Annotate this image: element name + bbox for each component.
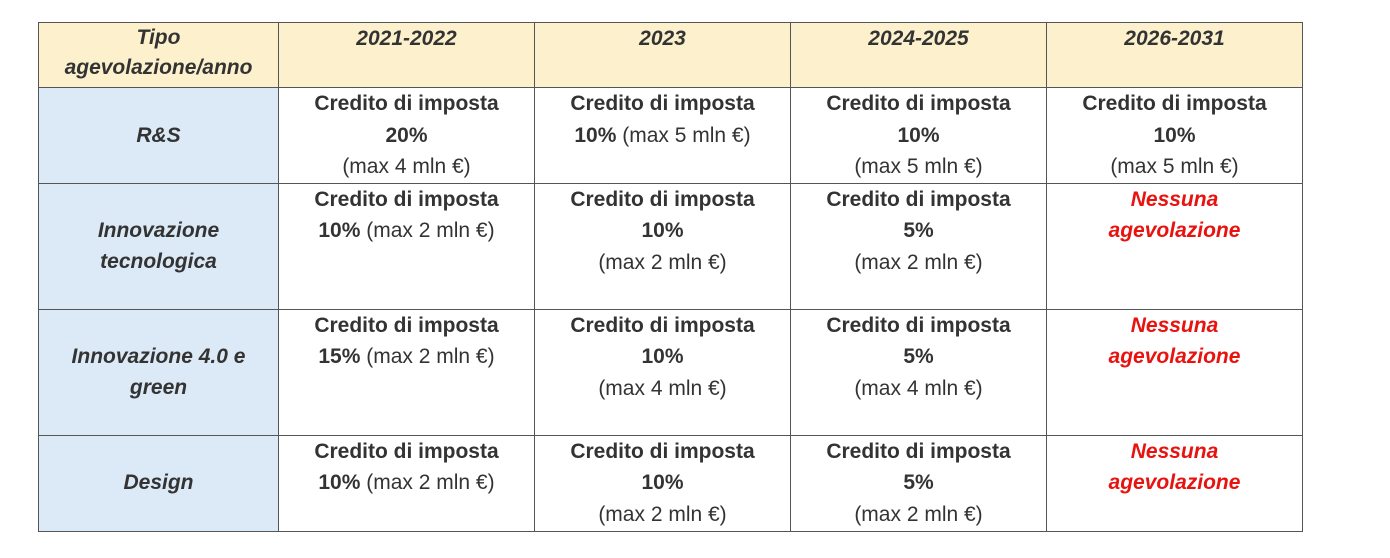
header-year-label: 2024-2025 (868, 27, 969, 50)
row-header: Innovazione 4.0 e green (38, 308, 279, 436)
header-type-year: Tipo agevolazione/anno (38, 22, 279, 88)
header-row: Tipo agevolazione/anno 2021-2022 2023 20… (38, 22, 1303, 88)
credit-max-amount: (max 2 mln €) (366, 471, 495, 494)
credit-detail-line: 15% (max 2 mln €) (279, 341, 534, 373)
credit-percentage: 10% (1153, 123, 1196, 147)
table-cell: Credito di imposta 10% (max 5 mln €) (534, 87, 791, 184)
header-year-2024-2025: 2024-2025 (790, 22, 1047, 88)
credit-label: Credito di imposta (826, 439, 1011, 463)
credit-percentage: 10% (641, 471, 684, 494)
row-header: Innovazione tecnologica (38, 182, 279, 310)
header-type-line-2: agevolazione/anno (64, 56, 253, 79)
no-incentive-text: agevolazione (1108, 219, 1241, 242)
credit-percentage: 10% (641, 345, 684, 368)
credit-percentage: 10% (318, 471, 361, 494)
credit-max-amount: (max 5 mln €) (854, 155, 983, 178)
credit-max-amount: (max 5 mln €) (1110, 155, 1239, 178)
table-cell: Credito di imposta 10% (max 4 mln €) (534, 308, 791, 436)
credit-percentage: 15% (318, 345, 361, 368)
row-header-line: Innovazione 4.0 e (71, 344, 246, 368)
row-header-line: green (129, 376, 188, 399)
credit-max-amount: (max 2 mln €) (598, 250, 727, 274)
table-cell: Credito di imposta 5% (max 2 mln €) (790, 182, 1047, 310)
credit-percentage: 10% (318, 219, 361, 242)
credit-max-amount: (max 4 mln €) (598, 376, 727, 400)
header-year-label: 2021-2022 (356, 27, 457, 50)
table-cell: Nessuna agevolazione (1046, 434, 1303, 532)
incentives-table: Tipo agevolazione/anno 2021-2022 2023 20… (38, 22, 1303, 532)
row-header: Design (38, 434, 279, 532)
row-header-line: R&S (136, 123, 181, 147)
table-cell: Credito di imposta 10% (max 5 mln €) (1046, 87, 1303, 184)
credit-max-amount: (max 2 mln €) (366, 345, 495, 368)
credit-percentage: 10% (641, 219, 684, 242)
no-incentive-text: agevolazione (1108, 471, 1241, 494)
credit-percentage: 5% (903, 345, 934, 368)
credit-max-amount: (max 4 mln €) (342, 155, 471, 178)
no-incentive-text: Nessuna (1130, 313, 1219, 337)
table-cell: Credito di imposta 10% (max 2 mln €) (534, 434, 791, 532)
row-header-line: Design (123, 471, 194, 495)
credit-label: Credito di imposta (570, 92, 755, 115)
credit-percentage: 5% (903, 219, 934, 242)
table-row: Innovazione 4.0 e green Credito di imposta… (38, 308, 1303, 436)
credit-label: Credito di imposta (314, 313, 499, 337)
credit-label: Credito di imposta (826, 92, 1011, 115)
table-cell: Credito di imposta 5% (max 2 mln €) (790, 434, 1047, 532)
credit-percentage: 10% (897, 123, 940, 147)
credit-max-amount: (max 5 mln €) (622, 123, 751, 147)
row-header-line: tecnologica (100, 250, 217, 273)
credit-label: Credito di imposta (826, 187, 1011, 211)
table-row: Design Credito di imposta 10% (max 2 mln €… (38, 434, 1303, 532)
credit-label: Credito di imposta (570, 187, 755, 211)
table-cell: Nessuna agevolazione (1046, 182, 1303, 310)
credit-label: Credito di imposta (826, 313, 1011, 337)
credit-max-amount: (max 2 mln €) (854, 502, 983, 526)
table-cell: Credito di imposta 15% (max 2 mln €) (278, 308, 535, 436)
credit-detail-line: 10% (max 2 mln €) (279, 467, 534, 499)
credit-max-amount: (max 2 mln €) (598, 502, 727, 526)
header-year-label: 2026-2031 (1124, 27, 1225, 50)
credit-label: Credito di imposta (570, 313, 755, 337)
header-year-2026-2031: 2026-2031 (1046, 22, 1303, 88)
credit-max-amount: (max 2 mln €) (366, 219, 495, 242)
table-cell: Credito di imposta 20% (max 4 mln €) (278, 87, 535, 184)
credit-detail-line: 10% (max 5 mln €) (535, 120, 790, 152)
table-cell: Credito di imposta 5% (max 4 mln €) (790, 308, 1047, 436)
header-year-2023: 2023 (534, 22, 791, 88)
credit-label: Credito di imposta (314, 187, 499, 211)
credit-label: Credito di imposta (314, 92, 499, 115)
row-header-line: Innovazione (97, 218, 220, 242)
row-header: R&S (38, 87, 279, 184)
credit-label: Credito di imposta (570, 439, 755, 463)
no-incentive-text: agevolazione (1108, 345, 1241, 368)
header-type-line-1: Tipo (136, 26, 181, 49)
table-cell: Credito di imposta 10% (max 2 mln €) (278, 182, 535, 310)
no-incentive-text: Nessuna (1130, 439, 1219, 463)
no-incentive-text: Nessuna (1130, 187, 1219, 211)
table-cell: Credito di imposta 10% (max 2 mln €) (534, 182, 791, 310)
table-cell: Nessuna agevolazione (1046, 308, 1303, 436)
credit-detail-line: 10% (max 2 mln €) (279, 215, 534, 247)
credit-max-amount: (max 2 mln €) (854, 250, 983, 274)
credit-percentage: 10% (574, 123, 617, 147)
table-cell: Credito di imposta 10% (max 2 mln €) (278, 434, 535, 532)
credit-label: Credito di imposta (314, 439, 499, 463)
credit-percentage: 20% (385, 123, 428, 147)
table-row: R&S Credito di imposta 20% (max 4 mln €) Cre… (38, 87, 1303, 184)
header-year-label: 2023 (639, 27, 686, 50)
credit-max-amount: (max 4 mln €) (854, 376, 983, 400)
credit-percentage: 5% (903, 471, 934, 494)
table-cell: Credito di imposta 10% (max 5 mln €) (790, 87, 1047, 184)
header-year-2021-2022: 2021-2022 (278, 22, 535, 88)
table-row: Innovazione tecnologica Credito di imposta… (38, 182, 1303, 310)
credit-label: Credito di imposta (1082, 92, 1267, 115)
